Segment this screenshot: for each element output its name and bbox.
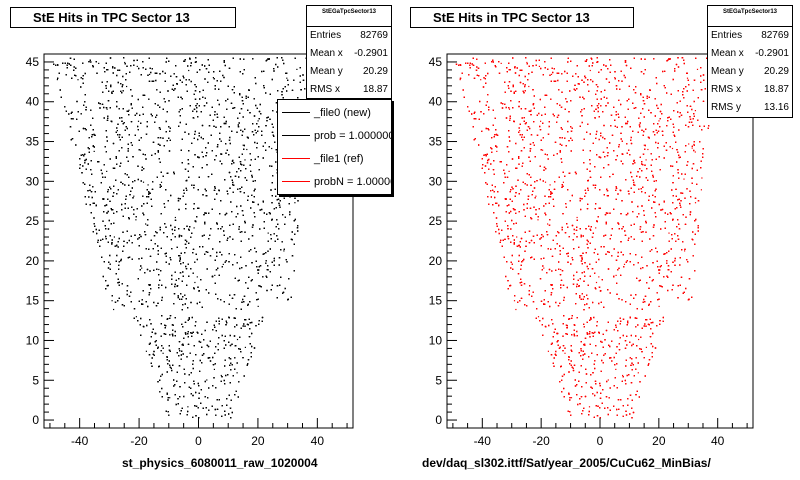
scatter-point: [149, 73, 151, 75]
scatter-point: [158, 268, 160, 271]
scatter-point: [286, 77, 288, 79]
scatter-points-1: [53, 57, 314, 419]
scatter-point: [98, 62, 100, 64]
scatter-point: [193, 227, 195, 229]
scatter-point: [113, 236, 115, 238]
scatter-point: [124, 61, 126, 64]
scatter-point: [137, 120, 140, 122]
scatter-point: [262, 201, 264, 203]
scatter-point: [147, 184, 149, 186]
scatter-point: [220, 374, 222, 377]
scatter-point: [222, 263, 224, 265]
scatter-point: [246, 148, 248, 151]
scatter-point: [128, 109, 130, 111]
scatter-point: [187, 406, 189, 408]
scatter-point: [242, 144, 244, 146]
scatter-point: [162, 352, 164, 354]
scatter-point: [126, 85, 128, 88]
scatter-point: [111, 300, 113, 302]
scatter-point: [294, 202, 296, 204]
scatter-point: [296, 68, 298, 70]
scatter-point: [139, 149, 142, 151]
scatter-point: [236, 338, 239, 341]
scatter-point: [113, 308, 115, 311]
scatter-point: [257, 305, 259, 307]
scatter-point: [169, 397, 171, 399]
scatter-point: [206, 379, 208, 381]
scatter-point: [142, 181, 145, 183]
scatter-point: [257, 120, 259, 122]
scatter-point: [271, 147, 273, 150]
scatter-point: [133, 195, 135, 197]
scatter-point: [194, 281, 196, 284]
scatter-point: [244, 346, 246, 348]
scatter-point: [56, 79, 58, 81]
scatter-point: [214, 274, 216, 276]
scatter-point: [136, 65, 138, 67]
scatter-point: [188, 69, 190, 72]
scatter-point: [213, 368, 215, 370]
scatter-point: [236, 372, 238, 374]
scatter-point: [106, 108, 108, 110]
scatter-point: [212, 77, 214, 79]
scatter-point: [93, 150, 95, 152]
scatter-point: [145, 350, 147, 352]
scatter-point: [135, 219, 137, 221]
scatter-point: [283, 250, 285, 252]
scatter-point: [174, 216, 176, 219]
scatter-point: [160, 181, 163, 183]
scatter-point: [135, 316, 137, 318]
scatter-point: [145, 223, 147, 225]
scatter-point: [116, 130, 118, 132]
scatter-point: [267, 232, 269, 234]
scatter-point: [196, 276, 198, 278]
scatter-point: [77, 79, 79, 81]
scatter-point: [106, 170, 108, 172]
scatter-point: [244, 159, 246, 161]
scatter-point: [141, 267, 143, 269]
